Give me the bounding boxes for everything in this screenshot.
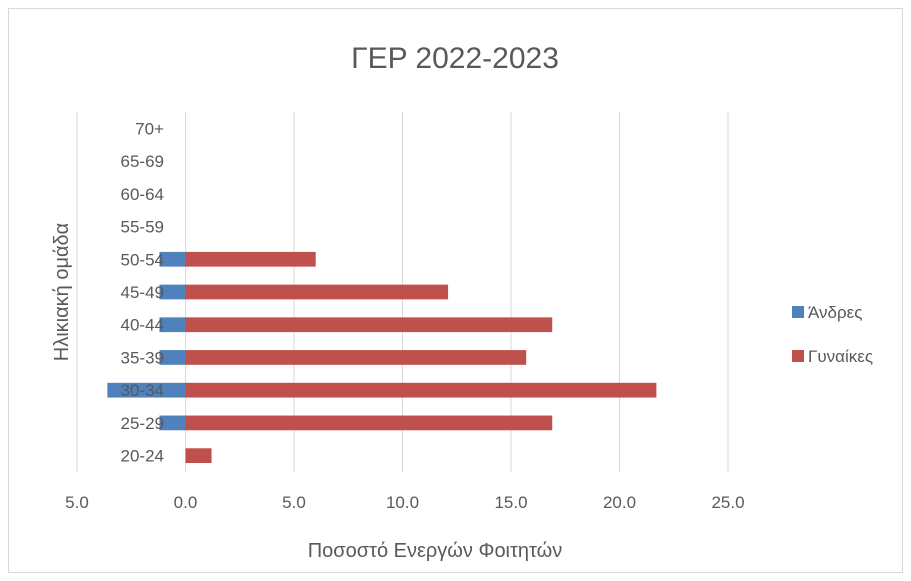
bar-men-40-44 xyxy=(159,317,186,333)
bar-women-35-39 xyxy=(185,350,527,365)
category-label-65-69: 65-69 xyxy=(121,152,164,171)
category-label-35-39: 35-39 xyxy=(121,348,164,367)
category-labels: 20-24 25-29 30-34 35-39 40-44 45-49 50-54 55-59… xyxy=(121,119,165,465)
x-tick-label-0: 5.0 xyxy=(65,493,89,512)
bar-men-25-29 xyxy=(159,415,186,431)
category-label-70+: 70+ xyxy=(135,119,164,138)
bar-men-45-49 xyxy=(159,284,186,300)
x-tick-label-2: 5.0 xyxy=(282,493,306,512)
bar-men-50-54 xyxy=(159,251,186,267)
legend-label-0: Άνδρες xyxy=(808,303,862,322)
x-tick-label-5: 20.0 xyxy=(603,493,636,512)
chart-frame xyxy=(8,8,903,573)
legend: Άνδρες Γυναίκες xyxy=(792,303,873,366)
legend-label-1: Γυναίκες xyxy=(808,347,873,366)
legend-swatch-0 xyxy=(792,306,804,318)
bar-men-35-39 xyxy=(159,350,186,365)
x-tick-label-3: 10.0 xyxy=(386,493,419,512)
bars-layer xyxy=(107,251,657,463)
category-label-30-34: 30-34 xyxy=(121,381,164,400)
legend-swatch-1 xyxy=(792,350,804,362)
category-label-60-64: 60-64 xyxy=(121,185,164,204)
x-tick-label-1: 0.0 xyxy=(174,493,198,512)
bar-men-30-34 xyxy=(107,382,186,398)
bar-women-40-44 xyxy=(185,317,553,333)
bar-women-20-24 xyxy=(185,448,212,463)
x-tick-labels: 5.0 0.0 5.0 10.0 15.0 20.0 25.0 xyxy=(65,493,744,512)
bar-women-30-34 xyxy=(185,382,657,398)
bar-women-45-49 xyxy=(185,284,449,300)
y-axis-title: Ηλικιακή ομάδα xyxy=(51,223,73,361)
x-axis-title: Ποσοστό Ενεργών Φοιτητών xyxy=(308,540,563,562)
bar-women-50-54 xyxy=(185,251,316,267)
x-tick-label-6: 25.0 xyxy=(711,493,744,512)
grid-layer xyxy=(76,112,729,472)
category-label-20-24: 20-24 xyxy=(121,447,164,466)
chart-title: ΓΕΡ 2022-2023 xyxy=(351,42,559,75)
x-tick-label-4: 15.0 xyxy=(494,493,527,512)
category-label-25-29: 25-29 xyxy=(121,414,164,433)
category-label-40-44: 40-44 xyxy=(121,316,164,335)
bar-women-25-29 xyxy=(185,415,553,431)
category-label-55-59: 55-59 xyxy=(121,218,164,237)
category-label-45-49: 45-49 xyxy=(121,283,164,302)
category-label-50-54: 50-54 xyxy=(121,250,164,269)
